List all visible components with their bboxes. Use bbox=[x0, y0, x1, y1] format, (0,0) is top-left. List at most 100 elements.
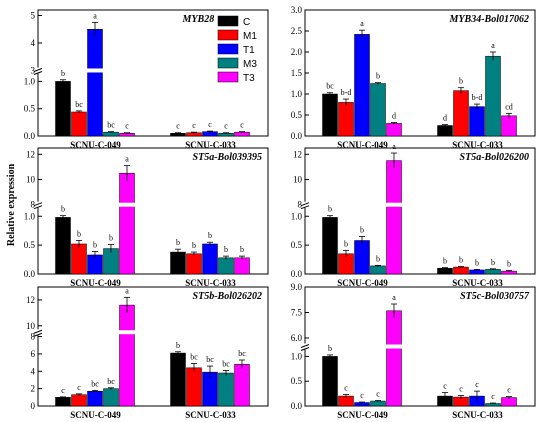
bar-C bbox=[437, 125, 453, 137]
y-tick-label: 1.0 bbox=[291, 351, 303, 361]
axis-break-mark bbox=[33, 68, 43, 72]
axis-break-mark bbox=[300, 347, 310, 351]
y-tick-label: 10 bbox=[293, 175, 303, 185]
bar-T3 bbox=[119, 304, 135, 407]
significance-label: b bbox=[376, 72, 380, 81]
bar-C bbox=[170, 251, 186, 275]
significance-label: bc bbox=[206, 355, 214, 364]
axis-break-mark bbox=[33, 329, 43, 334]
bar-T1 bbox=[354, 402, 370, 407]
panel-1: MYB28-Bol0170190.00.51.0345SCNU-C-049bbc… bbox=[24, 9, 269, 150]
bar-M1 bbox=[453, 266, 469, 275]
bar-M1 bbox=[71, 394, 87, 407]
legend-label-M1: M1 bbox=[243, 31, 257, 42]
y-tick-label: 0 bbox=[31, 401, 36, 411]
x-category-label: SCNU-C-033 bbox=[185, 410, 236, 420]
bar-M1 bbox=[186, 367, 202, 407]
bar-M1 bbox=[71, 111, 87, 137]
significance-label: b bbox=[507, 260, 511, 269]
panel-6: ST5c-Bol030757 0.0 0.5 1.0 6.0 7.5 9.0 SCNU-C-0… bbox=[291, 282, 536, 420]
legend-swatch-T3 bbox=[217, 71, 239, 83]
bar-T3 bbox=[386, 123, 402, 137]
bar-C bbox=[437, 267, 453, 275]
bar-C bbox=[170, 352, 186, 407]
bar-C bbox=[55, 81, 71, 137]
significance-label: b bbox=[208, 231, 212, 240]
bar-M3 bbox=[370, 83, 386, 137]
bar-C bbox=[322, 93, 338, 137]
bar-M3 bbox=[370, 265, 386, 275]
y-tick-label: 1.0 bbox=[291, 211, 303, 221]
y-tick-label: 10 bbox=[26, 175, 36, 185]
significance-label: b bbox=[61, 69, 65, 78]
bar-break-stripe bbox=[385, 344, 403, 349]
bar-M1 bbox=[338, 102, 354, 137]
bar-T1 bbox=[469, 106, 485, 137]
significance-label: c bbox=[61, 386, 65, 395]
x-category-label: SCNU-C-049 bbox=[70, 140, 121, 150]
bar-M3 bbox=[103, 131, 119, 137]
panel-title: ST5a-Bol039395 bbox=[193, 152, 262, 163]
significance-label: a bbox=[125, 286, 129, 295]
y-tick-label: 4 bbox=[31, 366, 36, 376]
axis-break-gap bbox=[302, 201, 309, 208]
axis-break-gap bbox=[302, 343, 309, 350]
bar-T1 bbox=[87, 28, 103, 137]
significance-label: c bbox=[376, 390, 380, 399]
significance-label: c bbox=[208, 120, 212, 129]
significance-label: a bbox=[93, 11, 97, 20]
significance-label: c bbox=[459, 385, 463, 394]
bar-C bbox=[55, 217, 71, 275]
significance-label: b bbox=[240, 245, 244, 254]
panel-4: ST5a-Bol026200 0.0 0.5 1.08 10 12 SCNU-C-049 b b… bbox=[291, 142, 536, 288]
significance-label: c bbox=[475, 380, 479, 389]
axis-break-mark bbox=[33, 205, 43, 210]
significance-label: b-d bbox=[472, 93, 483, 102]
significance-label: b bbox=[176, 238, 180, 247]
significance-label: b bbox=[109, 234, 113, 243]
significance-label: b bbox=[224, 245, 228, 254]
significance-label: b bbox=[61, 205, 65, 214]
x-category-label: SCNU-C-033 bbox=[452, 410, 503, 420]
y-tick-label: 0.0 bbox=[291, 131, 303, 141]
significance-label: bc bbox=[238, 349, 246, 358]
significance-label: c bbox=[176, 122, 180, 131]
plot-frame bbox=[304, 147, 536, 275]
significance-label: c bbox=[491, 392, 495, 401]
axis-break-mark bbox=[33, 202, 43, 207]
y-tick-label: 12 bbox=[26, 295, 35, 305]
bar-T3 bbox=[386, 310, 402, 407]
significance-label: d bbox=[392, 112, 396, 121]
legend-swatch-M3 bbox=[217, 57, 239, 69]
bar-T1 bbox=[87, 390, 103, 407]
bar-M1 bbox=[453, 90, 469, 137]
bar-M3 bbox=[485, 55, 501, 137]
axis-break-mark bbox=[300, 205, 310, 210]
bar-T1 bbox=[354, 34, 370, 137]
axis-break-mark bbox=[300, 202, 310, 207]
bar-T3 bbox=[234, 364, 250, 407]
bar-C bbox=[55, 397, 71, 407]
bar-T1 bbox=[202, 131, 218, 137]
bar-M3 bbox=[370, 400, 386, 407]
y-tick-label: 8 bbox=[31, 200, 36, 210]
bar-T3 bbox=[386, 160, 402, 275]
significance-label: b bbox=[93, 240, 97, 249]
significance-label: c bbox=[77, 383, 81, 392]
bar-T3 bbox=[119, 172, 135, 275]
y-tick-label: 1.0 bbox=[24, 76, 36, 86]
significance-label: b bbox=[475, 258, 479, 267]
significance-label: b bbox=[77, 230, 81, 239]
y-axis-label: Relative expression bbox=[6, 163, 17, 246]
significance-label: a bbox=[125, 155, 129, 164]
significance-label: c bbox=[224, 122, 228, 131]
bar-M3 bbox=[103, 388, 119, 407]
y-tick-label: 0.5 bbox=[24, 240, 36, 250]
y-tick-label: 6 bbox=[31, 349, 36, 359]
x-category-label: SCNU-C-033 bbox=[185, 140, 236, 150]
x-category-label: SCNU-C-049 bbox=[337, 410, 388, 420]
y-tick-label: 7.5 bbox=[291, 308, 303, 318]
bar-T1 bbox=[354, 240, 370, 275]
legend-swatch-C bbox=[217, 15, 239, 27]
